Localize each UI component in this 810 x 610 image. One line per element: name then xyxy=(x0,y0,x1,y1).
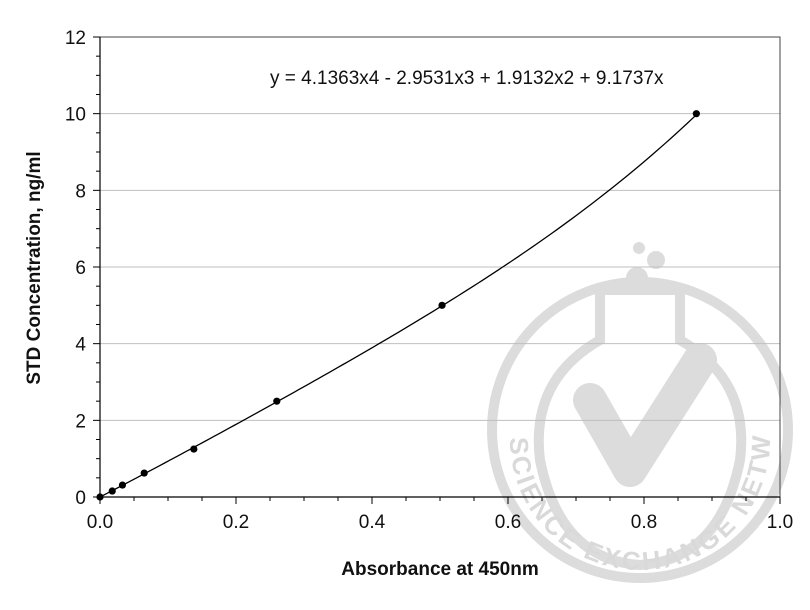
y-tick-label: 4 xyxy=(75,335,86,356)
trendline xyxy=(99,114,697,498)
trendline-curve xyxy=(99,114,697,498)
data-point xyxy=(692,110,700,118)
data-points xyxy=(96,110,700,501)
x-tick-label: 1.0 xyxy=(767,512,793,533)
axes: 0 2 4 6 8 10 12 0.0 0.2 0.4 0.6 0.8 1.0 xyxy=(65,28,793,533)
y-tick-label: 6 xyxy=(75,258,86,279)
data-point xyxy=(190,445,198,453)
watermark-check-icon xyxy=(573,343,717,487)
watermark-bubble-icon xyxy=(633,242,645,254)
data-point xyxy=(108,487,116,495)
x-tick-label: 0.2 xyxy=(223,512,249,533)
data-point xyxy=(118,481,127,489)
data-point xyxy=(273,397,281,405)
watermark-flask-icon xyxy=(533,285,747,571)
x-axis-title: Absorbance at 450nm xyxy=(341,559,538,580)
x-tick-label: 0.8 xyxy=(631,512,657,533)
y-tick-label: 0 xyxy=(75,488,86,509)
grid-lines xyxy=(100,113,780,421)
watermark-bubble-icon xyxy=(647,251,665,269)
x-tick-label: 0.6 xyxy=(495,512,521,533)
x-tick-label: 0.0 xyxy=(87,512,113,533)
x-tick-label: 0.4 xyxy=(359,512,386,533)
trendline-equation: y = 4.1363x4 - 2.9531x3 + 1.9132x2 + 9.1… xyxy=(270,68,664,89)
data-point xyxy=(96,493,104,501)
data-point xyxy=(438,301,446,309)
y-tick-label: 12 xyxy=(65,28,86,49)
y-tick-label: 10 xyxy=(65,105,86,126)
y-axis-title: STD Concentration, ng/ml xyxy=(24,151,45,384)
data-point xyxy=(140,469,148,477)
watermark-bubble-icon xyxy=(626,267,648,289)
y-tick-label: 8 xyxy=(75,181,86,202)
y-tick-label: 2 xyxy=(75,411,86,432)
